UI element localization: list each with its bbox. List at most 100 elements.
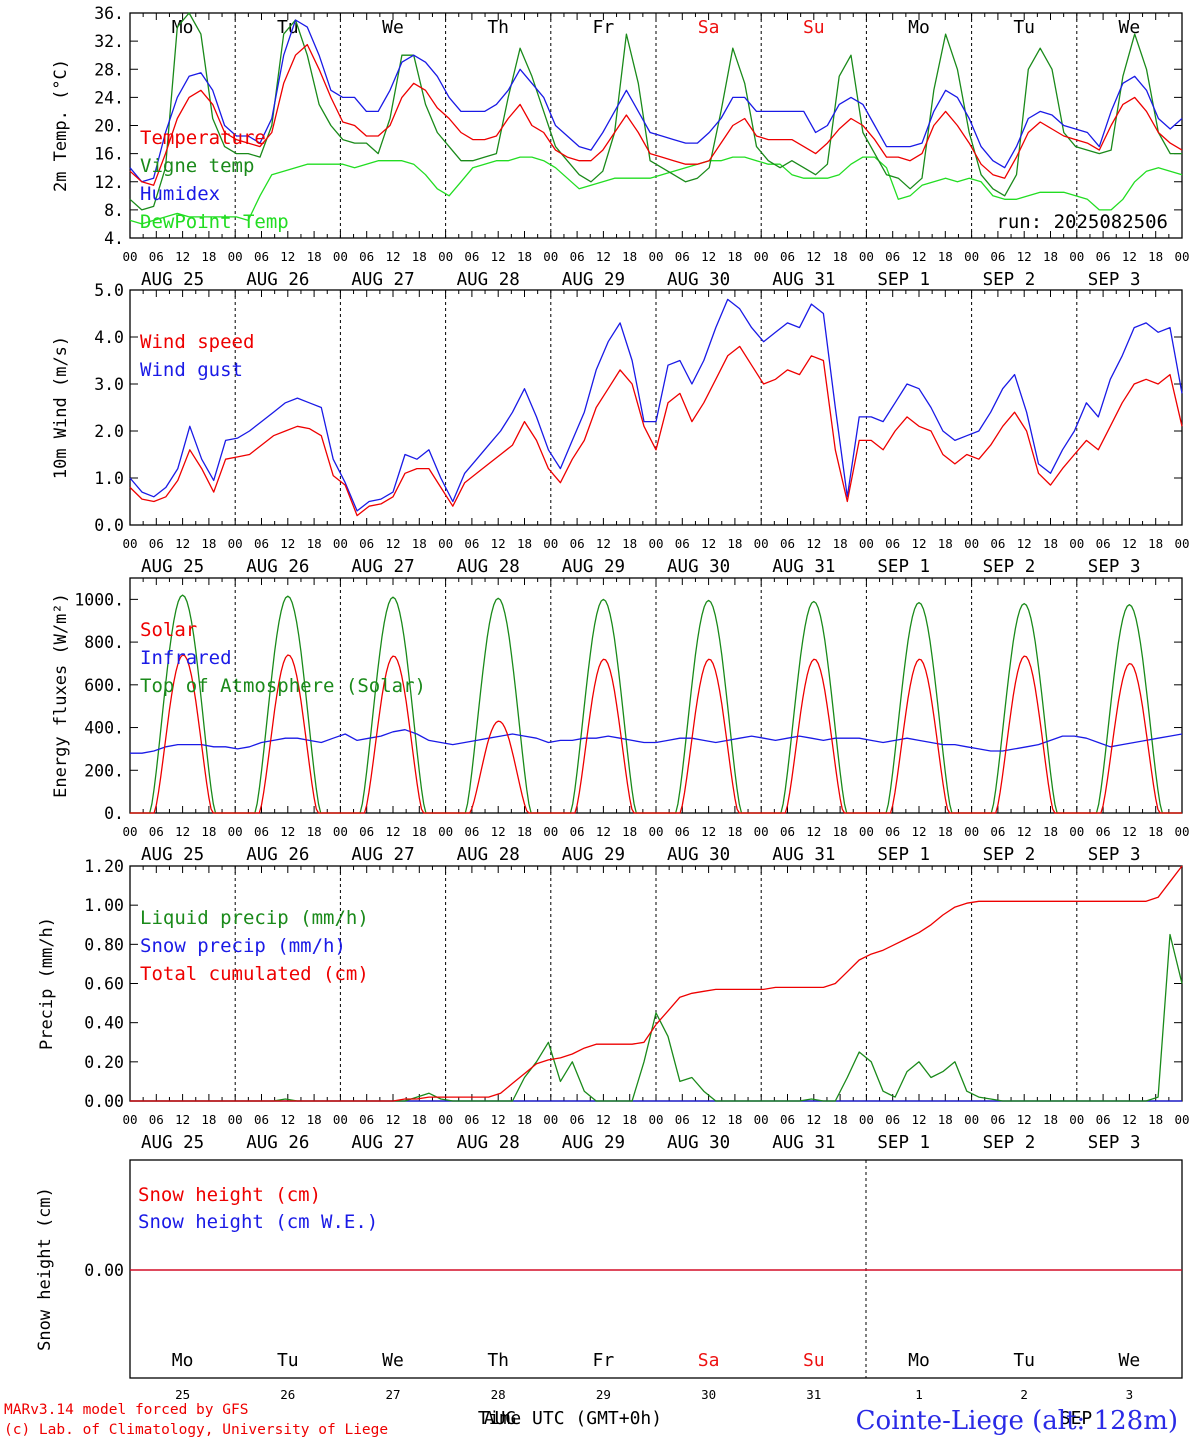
weekday-label: Fr — [593, 1350, 615, 1371]
weekday-label: Tu — [1013, 17, 1035, 38]
hour-label: 00 — [438, 536, 453, 551]
y-tick-label: 36. — [94, 4, 124, 23]
hour-label: 00 — [859, 824, 874, 839]
hour-label: 00 — [964, 824, 979, 839]
hour-label: 18 — [727, 536, 742, 551]
y-tick-label: 28. — [94, 60, 124, 79]
hour-label: 00 — [1174, 249, 1189, 264]
weekday-label: We — [382, 1350, 404, 1371]
hour-label: 06 — [359, 536, 374, 551]
date-label: AUG 25 — [141, 845, 204, 865]
x-axis-overlap-label: AUG — [484, 1408, 517, 1429]
hour-label: 12 — [806, 249, 821, 264]
hour-label: 18 — [412, 824, 427, 839]
hour-label: 00 — [648, 536, 663, 551]
hour-label: 18 — [307, 249, 322, 264]
hour-label: 12 — [596, 1112, 611, 1127]
hour-label: 18 — [622, 824, 637, 839]
weekday-label: Su — [803, 17, 825, 38]
hour-label: 12 — [491, 536, 506, 551]
date-label: AUG 26 — [246, 557, 309, 577]
hour-label: 00 — [754, 1112, 769, 1127]
hour-label: 12 — [280, 824, 295, 839]
day-number: 28 — [491, 1387, 506, 1402]
y-tick-label: 5.0 — [94, 281, 124, 300]
y-tick-label: 800. — [84, 633, 124, 652]
hour-label: 00 — [333, 536, 348, 551]
hour-label: 18 — [1043, 1112, 1058, 1127]
hour-label: 00 — [754, 249, 769, 264]
hour-label: 18 — [622, 536, 637, 551]
hour-label: 12 — [596, 824, 611, 839]
hour-label: 18 — [1043, 536, 1058, 551]
hour-label: 18 — [1148, 249, 1163, 264]
hour-label: 00 — [859, 536, 874, 551]
hour-label: 06 — [359, 249, 374, 264]
hour-label: 18 — [201, 824, 216, 839]
date-label: AUG 26 — [246, 845, 309, 865]
hour-label: 12 — [1122, 249, 1137, 264]
y-tick-label: 3.0 — [94, 375, 124, 394]
footer: MARv3.14 model forced by GFS (c) Lab. of… — [4, 1402, 1178, 1438]
day-number: 2 — [1020, 1387, 1028, 1402]
date-label: AUG 30 — [667, 557, 730, 577]
hour-label: 12 — [701, 249, 716, 264]
date-label: SEP 1 — [877, 270, 930, 290]
y-tick-label: 0.00 — [84, 1261, 124, 1280]
legend-wind-speed: Wind speed — [140, 331, 254, 353]
hour-label: 18 — [1043, 249, 1058, 264]
hour-label: 00 — [333, 249, 348, 264]
weekday-label: We — [1119, 17, 1141, 38]
hour-label: 06 — [885, 824, 900, 839]
legend-solar: Solar — [140, 619, 197, 641]
hour-label: 00 — [333, 824, 348, 839]
date-label: AUG 27 — [351, 270, 414, 290]
solar-line — [130, 654, 1182, 814]
y-tick-label: 600. — [84, 676, 124, 695]
temperature-legend: Temperature Vigne temp Humidex DewPoint … — [140, 127, 289, 233]
hour-label: 06 — [464, 824, 479, 839]
hour-label: 06 — [780, 536, 795, 551]
snow-y-label: Snow height (cm) — [35, 1187, 55, 1351]
hour-label: 06 — [254, 824, 269, 839]
hour-label: 18 — [727, 249, 742, 264]
weekday-label: Tu — [1013, 1350, 1035, 1371]
legend-snow-height-we: Snow height (cm W.E.) — [138, 1211, 378, 1233]
hour-label: 06 — [359, 1112, 374, 1127]
weekday-label: Su — [803, 1350, 825, 1371]
hour-label: 18 — [412, 536, 427, 551]
date-label: AUG 28 — [457, 845, 520, 865]
y-tick-label: 200. — [84, 761, 124, 780]
hour-label: 18 — [938, 824, 953, 839]
date-label: AUG 31 — [772, 845, 835, 865]
date-label: AUG 27 — [351, 1133, 414, 1153]
date-label: AUG 26 — [246, 1133, 309, 1153]
hour-label: 00 — [228, 1112, 243, 1127]
hour-label: 06 — [570, 1112, 585, 1127]
hour-label: 12 — [1017, 824, 1032, 839]
wind-y-label: 10m Wind (m/s) — [51, 336, 71, 479]
x-axis-label: Time UTC (GMT+0h) — [478, 1408, 662, 1429]
hour-label: 00 — [648, 824, 663, 839]
y-tick-label: 1000. — [74, 590, 124, 609]
hour-label: 00 — [648, 1112, 663, 1127]
weekday-label: Mo — [908, 17, 930, 38]
date-label: AUG 28 — [457, 557, 520, 577]
date-label: AUG 26 — [246, 270, 309, 290]
hour-label: 06 — [149, 1112, 164, 1127]
hour-label: 00 — [648, 249, 663, 264]
date-label: AUG 28 — [457, 1133, 520, 1153]
hour-label: 18 — [517, 1112, 532, 1127]
hour-label: 06 — [254, 249, 269, 264]
hour-label: 18 — [201, 536, 216, 551]
hour-label: 12 — [280, 536, 295, 551]
y-tick-label: 24. — [94, 88, 124, 107]
precip-panel: 0.00 0.20 0.40 0.60 0.80 1.00 1.20 Precip (mm/… — [37, 857, 1190, 1153]
hour-label: 18 — [307, 824, 322, 839]
hour-label: 12 — [1122, 824, 1137, 839]
y-tick-label: 400. — [84, 719, 124, 738]
hour-label: 12 — [701, 536, 716, 551]
hour-label: 06 — [254, 536, 269, 551]
legend-infrared: Infrared — [140, 647, 232, 669]
hour-label: 06 — [990, 824, 1005, 839]
